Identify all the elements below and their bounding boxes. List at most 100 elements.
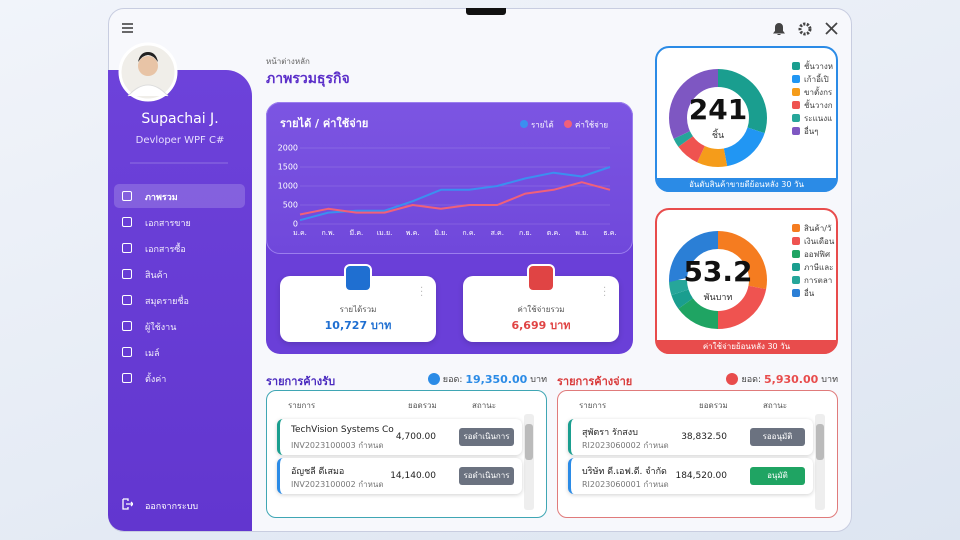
- legend-swatch: [792, 289, 800, 297]
- scroll-thumb: [525, 424, 533, 460]
- total-value: 5,930.00: [764, 372, 819, 386]
- menu-icon: [122, 347, 132, 357]
- x-tick-label: มิ.ย.: [434, 229, 447, 237]
- y-tick-label: 1500: [278, 163, 298, 172]
- menu-item[interactable]: ผู้ใช้งาน: [145, 323, 177, 333]
- donut-segment: [669, 231, 767, 329]
- row-amount: 14,140.00: [390, 471, 436, 481]
- row-name: บริษัท ดี.เอฟ.ดี. จำกัด: [582, 467, 667, 477]
- notch: [466, 8, 506, 15]
- legend-swatch: [564, 120, 572, 128]
- more-button[interactable]: · · ·: [420, 283, 424, 302]
- list-title: รายการค้างจ่าย: [557, 375, 633, 388]
- legend-swatch: [792, 127, 800, 135]
- menu-item[interactable]: เอกสารซื้อ: [145, 245, 186, 255]
- donut-unit: ชิ้น: [711, 131, 725, 141]
- total-icon: [427, 373, 440, 385]
- legend-swatch: [792, 276, 800, 284]
- legend-label: อื่น: [804, 289, 815, 298]
- donut-segment: [669, 69, 767, 167]
- legend-label: เงินเดือน: [804, 237, 835, 246]
- x-tick-label: ก.ย.: [519, 229, 532, 237]
- avatar-hair: [138, 52, 158, 62]
- more-button[interactable]: · · ·: [603, 283, 607, 302]
- donut-segment: [669, 231, 767, 329]
- x-tick-label: ต.ค.: [547, 229, 561, 237]
- chart-title: รายได้ / ค่าใช้จ่าย: [280, 116, 368, 130]
- legend-swatch: [792, 75, 800, 83]
- total-label: ยอด:: [442, 375, 463, 385]
- legend-label: ค่าใช้จ่าย: [575, 121, 608, 130]
- row-amount: 4,700.00: [395, 432, 436, 442]
- menu-item[interactable]: เอกสารขาย: [145, 219, 191, 229]
- menu-item[interactable]: สมุดรายชื่อ: [145, 297, 189, 307]
- menu-item[interactable]: เมล์: [145, 349, 160, 359]
- menu-icon: [122, 295, 132, 305]
- scroll-thumb: [816, 424, 824, 460]
- legend-swatch: [792, 250, 800, 258]
- page-title: ภาพรวมธุรกิจ: [266, 71, 350, 87]
- row-amount: 38,832.50: [681, 432, 727, 442]
- legend-label: การตลา: [804, 276, 833, 285]
- menu-button[interactable]: [122, 23, 133, 33]
- legend-swatch: [792, 88, 800, 96]
- chart-card: [266, 102, 633, 254]
- y-tick-label: 2000: [278, 144, 298, 153]
- legend-label: ชั้นวางก: [804, 101, 833, 110]
- legend-label: ชั้นวางห: [804, 62, 834, 71]
- active-menu-bg: [114, 184, 245, 208]
- summary-icon: [527, 264, 555, 292]
- legend-label: สินค้า/วั: [804, 224, 832, 233]
- column-header: สถานะ: [763, 401, 787, 410]
- x-tick-label: เม.ย.: [377, 229, 393, 237]
- menu-item[interactable]: ภาพรวม: [145, 193, 178, 203]
- avatar-face: [138, 56, 158, 76]
- summary-label: รายได้รวม: [339, 305, 377, 314]
- column-header: รายการ: [288, 401, 316, 410]
- menu-item[interactable]: ตั้งค่า: [145, 375, 167, 385]
- menu-icon: [122, 321, 132, 331]
- x-tick-label: ส.ค.: [491, 229, 504, 237]
- status-badge: รอดำเนินการ: [459, 467, 514, 485]
- logout[interactable]: ออกจากระบบ: [145, 502, 199, 512]
- scrollbar: [524, 414, 534, 510]
- column-header: ยอดรวม: [699, 401, 728, 410]
- legend-label: เก้าอี้เปิ: [804, 75, 829, 84]
- series-line: [299, 181, 611, 216]
- donut-center: 53.2: [683, 255, 753, 288]
- menu-icon: [122, 191, 132, 201]
- legend-swatch: [792, 224, 800, 232]
- scrollbar: [815, 414, 825, 510]
- donut: [669, 69, 767, 167]
- close-button[interactable]: [825, 22, 838, 35]
- donut-footer: ค่าใช้จ่ายย้อนหลัง 30 วัน: [657, 340, 836, 354]
- row-id: RI2023060001 กำหนด: [582, 480, 669, 489]
- donut-unit: พันบาท: [703, 293, 733, 303]
- summary-label: ค่าใช้จ่ายรวม: [517, 305, 565, 314]
- row-amount: 184,520.00: [675, 471, 727, 481]
- list-total: ยอด: 19,350.00 บาท: [266, 372, 547, 386]
- donut: [669, 231, 767, 329]
- row-name: สุพัตรา รักสงบ: [582, 428, 638, 438]
- status-badge: อนุมัติ: [750, 467, 805, 485]
- total-label: ยอด:: [741, 375, 762, 385]
- row-id: RI2023060002 กำหนด: [582, 441, 669, 450]
- row-name: อัญชลี ดีเสมอ: [291, 467, 345, 477]
- row-id: INV2023100002 กำหนด: [291, 480, 384, 489]
- donut-segment: [669, 69, 767, 167]
- settings-button[interactable]: [798, 22, 812, 36]
- user-name: Supachai J.: [141, 111, 219, 127]
- status-badge: รอดำเนินการ: [459, 428, 514, 446]
- total-value: 19,350.00: [465, 372, 528, 386]
- x-tick-label: มี.ค.: [349, 229, 363, 237]
- sidebar: [108, 70, 252, 531]
- legend-swatch: [792, 263, 800, 271]
- menu-item[interactable]: สินค้า: [145, 271, 168, 281]
- bell-button[interactable]: [773, 23, 785, 35]
- summary-value: 10,727 บาท: [324, 319, 392, 332]
- summary-icon: [344, 264, 372, 292]
- legend-label: รายได้: [531, 121, 554, 130]
- x-tick-label: พ.ย.: [575, 229, 588, 237]
